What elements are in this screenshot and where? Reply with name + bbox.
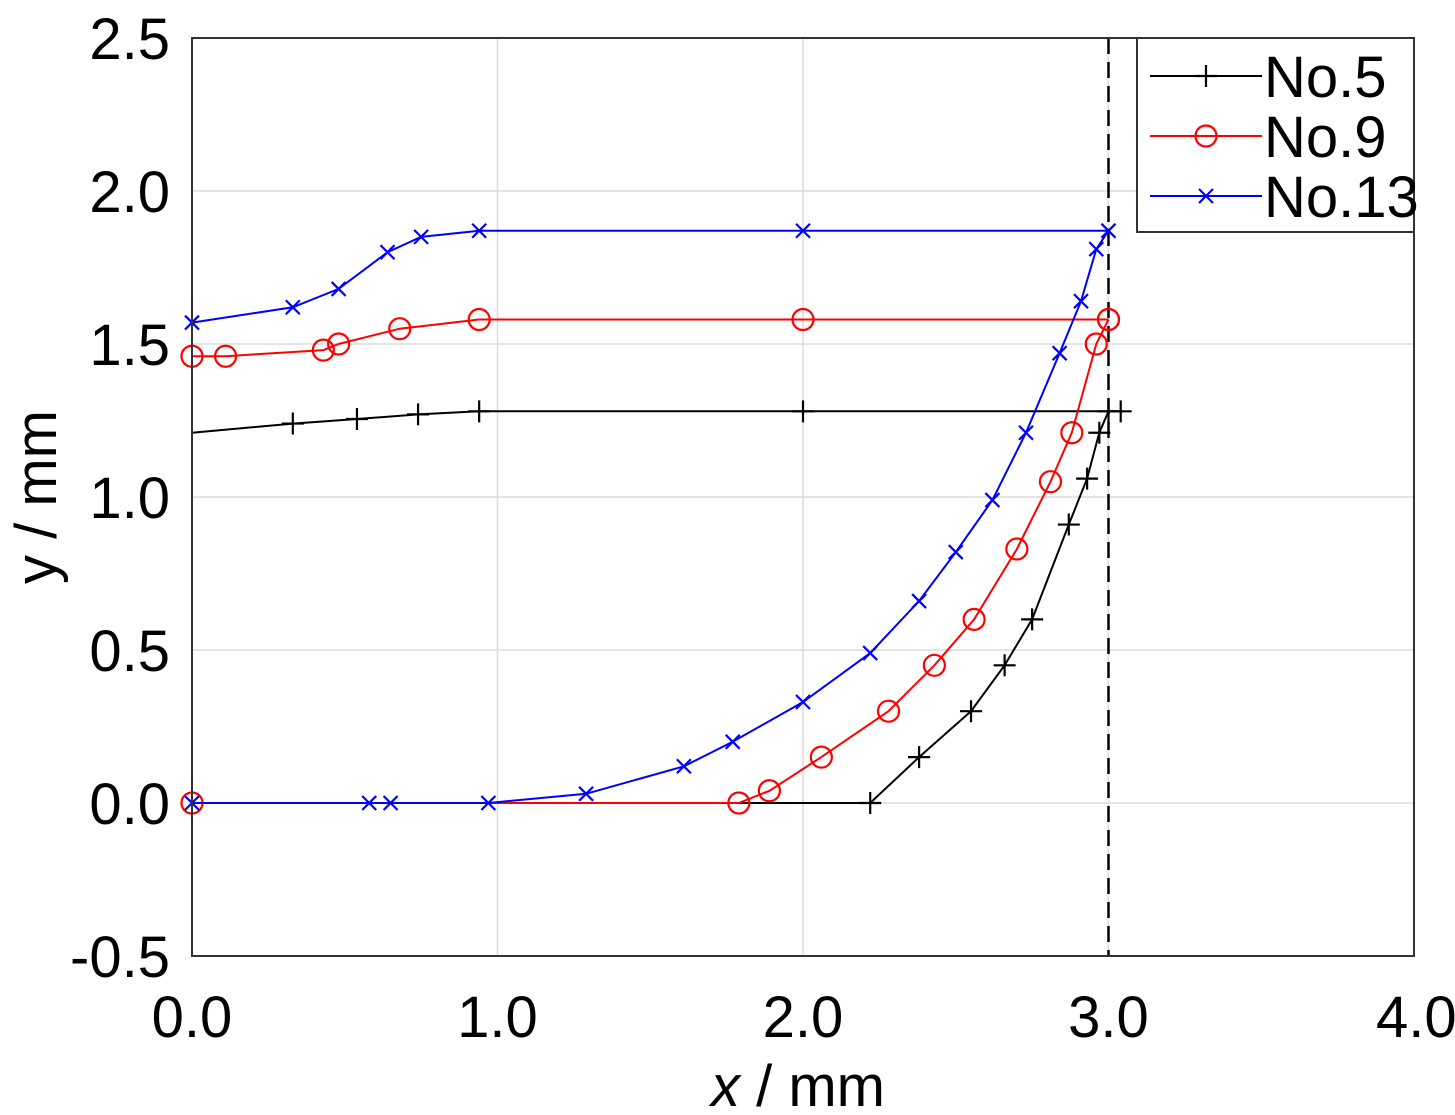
data-point [578,786,594,802]
data-point [862,645,878,661]
data-point [471,223,487,239]
series-group [180,223,1132,815]
legend-marker [1195,65,1217,87]
tick-labels: 0.0 1.0 2.0 3.0 4.0-0.50.00.51.01.52.02.5 [70,7,1455,1050]
data-point [859,792,882,814]
x-tick-label: 1.0 [457,985,538,1050]
data-point [727,791,751,815]
data-point [467,307,491,332]
data-point [960,700,983,723]
x-tick-label: 4.0 [1376,985,1455,1050]
data-point [724,734,741,750]
data-point [1084,332,1108,356]
legend-label: No.5 [1264,45,1387,110]
data-point [922,653,946,677]
data-point [993,654,1016,677]
data-point [1021,608,1044,631]
data-point [285,299,301,316]
y-tick-label: 2.5 [89,7,170,72]
legend-label: No.13 [1264,165,1419,230]
data-point [361,795,377,811]
y-tick-label: 1.0 [89,466,170,531]
data-point [413,229,429,245]
series-line [191,229,1109,324]
data-point [1018,424,1034,441]
x-tick-label: 0.0 [152,985,233,1050]
data-point [795,223,811,239]
x-tick-label: 2.0 [763,985,844,1050]
data-point [795,694,811,710]
y-axis-label: y / mm [4,410,69,584]
data-point [311,338,335,362]
data-point [388,317,412,341]
y-tick-label: 1.5 [89,313,170,378]
legend-marker [1194,124,1218,148]
series-line [192,410,1110,804]
y-tick-label: 0.0 [89,772,170,837]
data-point [1096,307,1121,332]
data-point [1005,537,1029,561]
series-no-9 [180,307,1121,815]
series-line [192,318,1109,358]
data-point [281,412,304,435]
data-point [1076,467,1099,490]
x-axis-label: x / mm [708,1054,885,1115]
series-no-13 [184,223,1117,811]
data-point [1073,293,1089,309]
x-axis-unit: / mm [740,1054,885,1115]
data-point [947,544,964,560]
data-point [676,758,692,775]
plot-frame [191,37,1415,957]
data-point [908,746,931,769]
data-point [1051,345,1068,361]
x-tick-label: 3.0 [1068,985,1149,1050]
data-point [809,745,833,769]
data-point [984,492,1001,508]
y-tick-label: 2.0 [89,160,170,225]
data-point [327,332,351,356]
legend-label: No.9 [1264,105,1387,170]
legend-box [1136,37,1415,233]
y-tick-label: 0.5 [89,619,170,684]
data-point [1100,223,1117,239]
data-point [214,344,238,368]
data-point [757,779,781,803]
y-tick-label: -0.5 [70,925,170,990]
data-point [1088,241,1105,257]
data-point [345,407,368,430]
data-point [1038,470,1063,494]
data-point [1057,513,1080,536]
data-point [792,400,814,423]
data-point [382,795,399,811]
data-point [1097,400,1120,423]
data-point [379,244,396,260]
data-point [1088,421,1111,444]
data-point [480,795,497,811]
series-no-5 [191,400,1132,814]
data-point [791,307,815,332]
data-point [468,400,491,423]
legend: No.5No.9No.13 [1136,37,1419,233]
data-point [911,593,927,609]
data-point [1060,421,1084,445]
legend-marker [1198,188,1214,204]
data-point [330,281,347,297]
x-axis-var: x [708,1054,742,1115]
data-point [407,403,430,426]
series-line [192,319,1110,804]
data-point [962,607,986,632]
data-point [876,699,901,723]
